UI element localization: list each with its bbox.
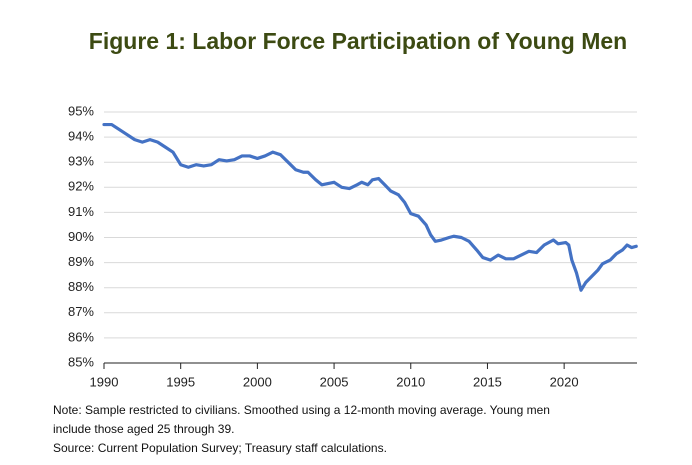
x-tick-label: 1990	[90, 374, 119, 389]
y-tick-label: 95%	[68, 103, 94, 118]
y-tick-label: 85%	[68, 354, 94, 369]
y-tick-label: 87%	[68, 304, 94, 319]
x-tick-label: 1995	[166, 374, 195, 389]
y-tick-label: 89%	[68, 254, 94, 269]
chart-title: Figure 1: Labor Force Participation of Y…	[89, 28, 627, 54]
x-tick-label: 2000	[243, 374, 272, 389]
note: Source: Current Population Survey; Treas…	[53, 441, 387, 455]
y-tick-label: 90%	[68, 229, 94, 244]
data-line	[102, 122, 638, 292]
note: include those aged 25 through 39.	[53, 422, 234, 436]
note: Note: Sample restricted to civilians. Sm…	[53, 403, 550, 417]
x-tick-label: 2010	[396, 374, 425, 389]
y-tick-label: 88%	[68, 279, 94, 294]
y-tick-label: 92%	[68, 179, 94, 194]
x-tick-label: 2005	[320, 374, 349, 389]
x-tick-label: 2015	[473, 374, 502, 389]
y-tick-label: 91%	[68, 204, 94, 219]
y-tick-label: 94%	[68, 129, 94, 144]
y-tick-label: 86%	[68, 329, 94, 344]
x-tick-label: 2020	[550, 374, 579, 389]
y-tick-label: 93%	[68, 154, 94, 169]
